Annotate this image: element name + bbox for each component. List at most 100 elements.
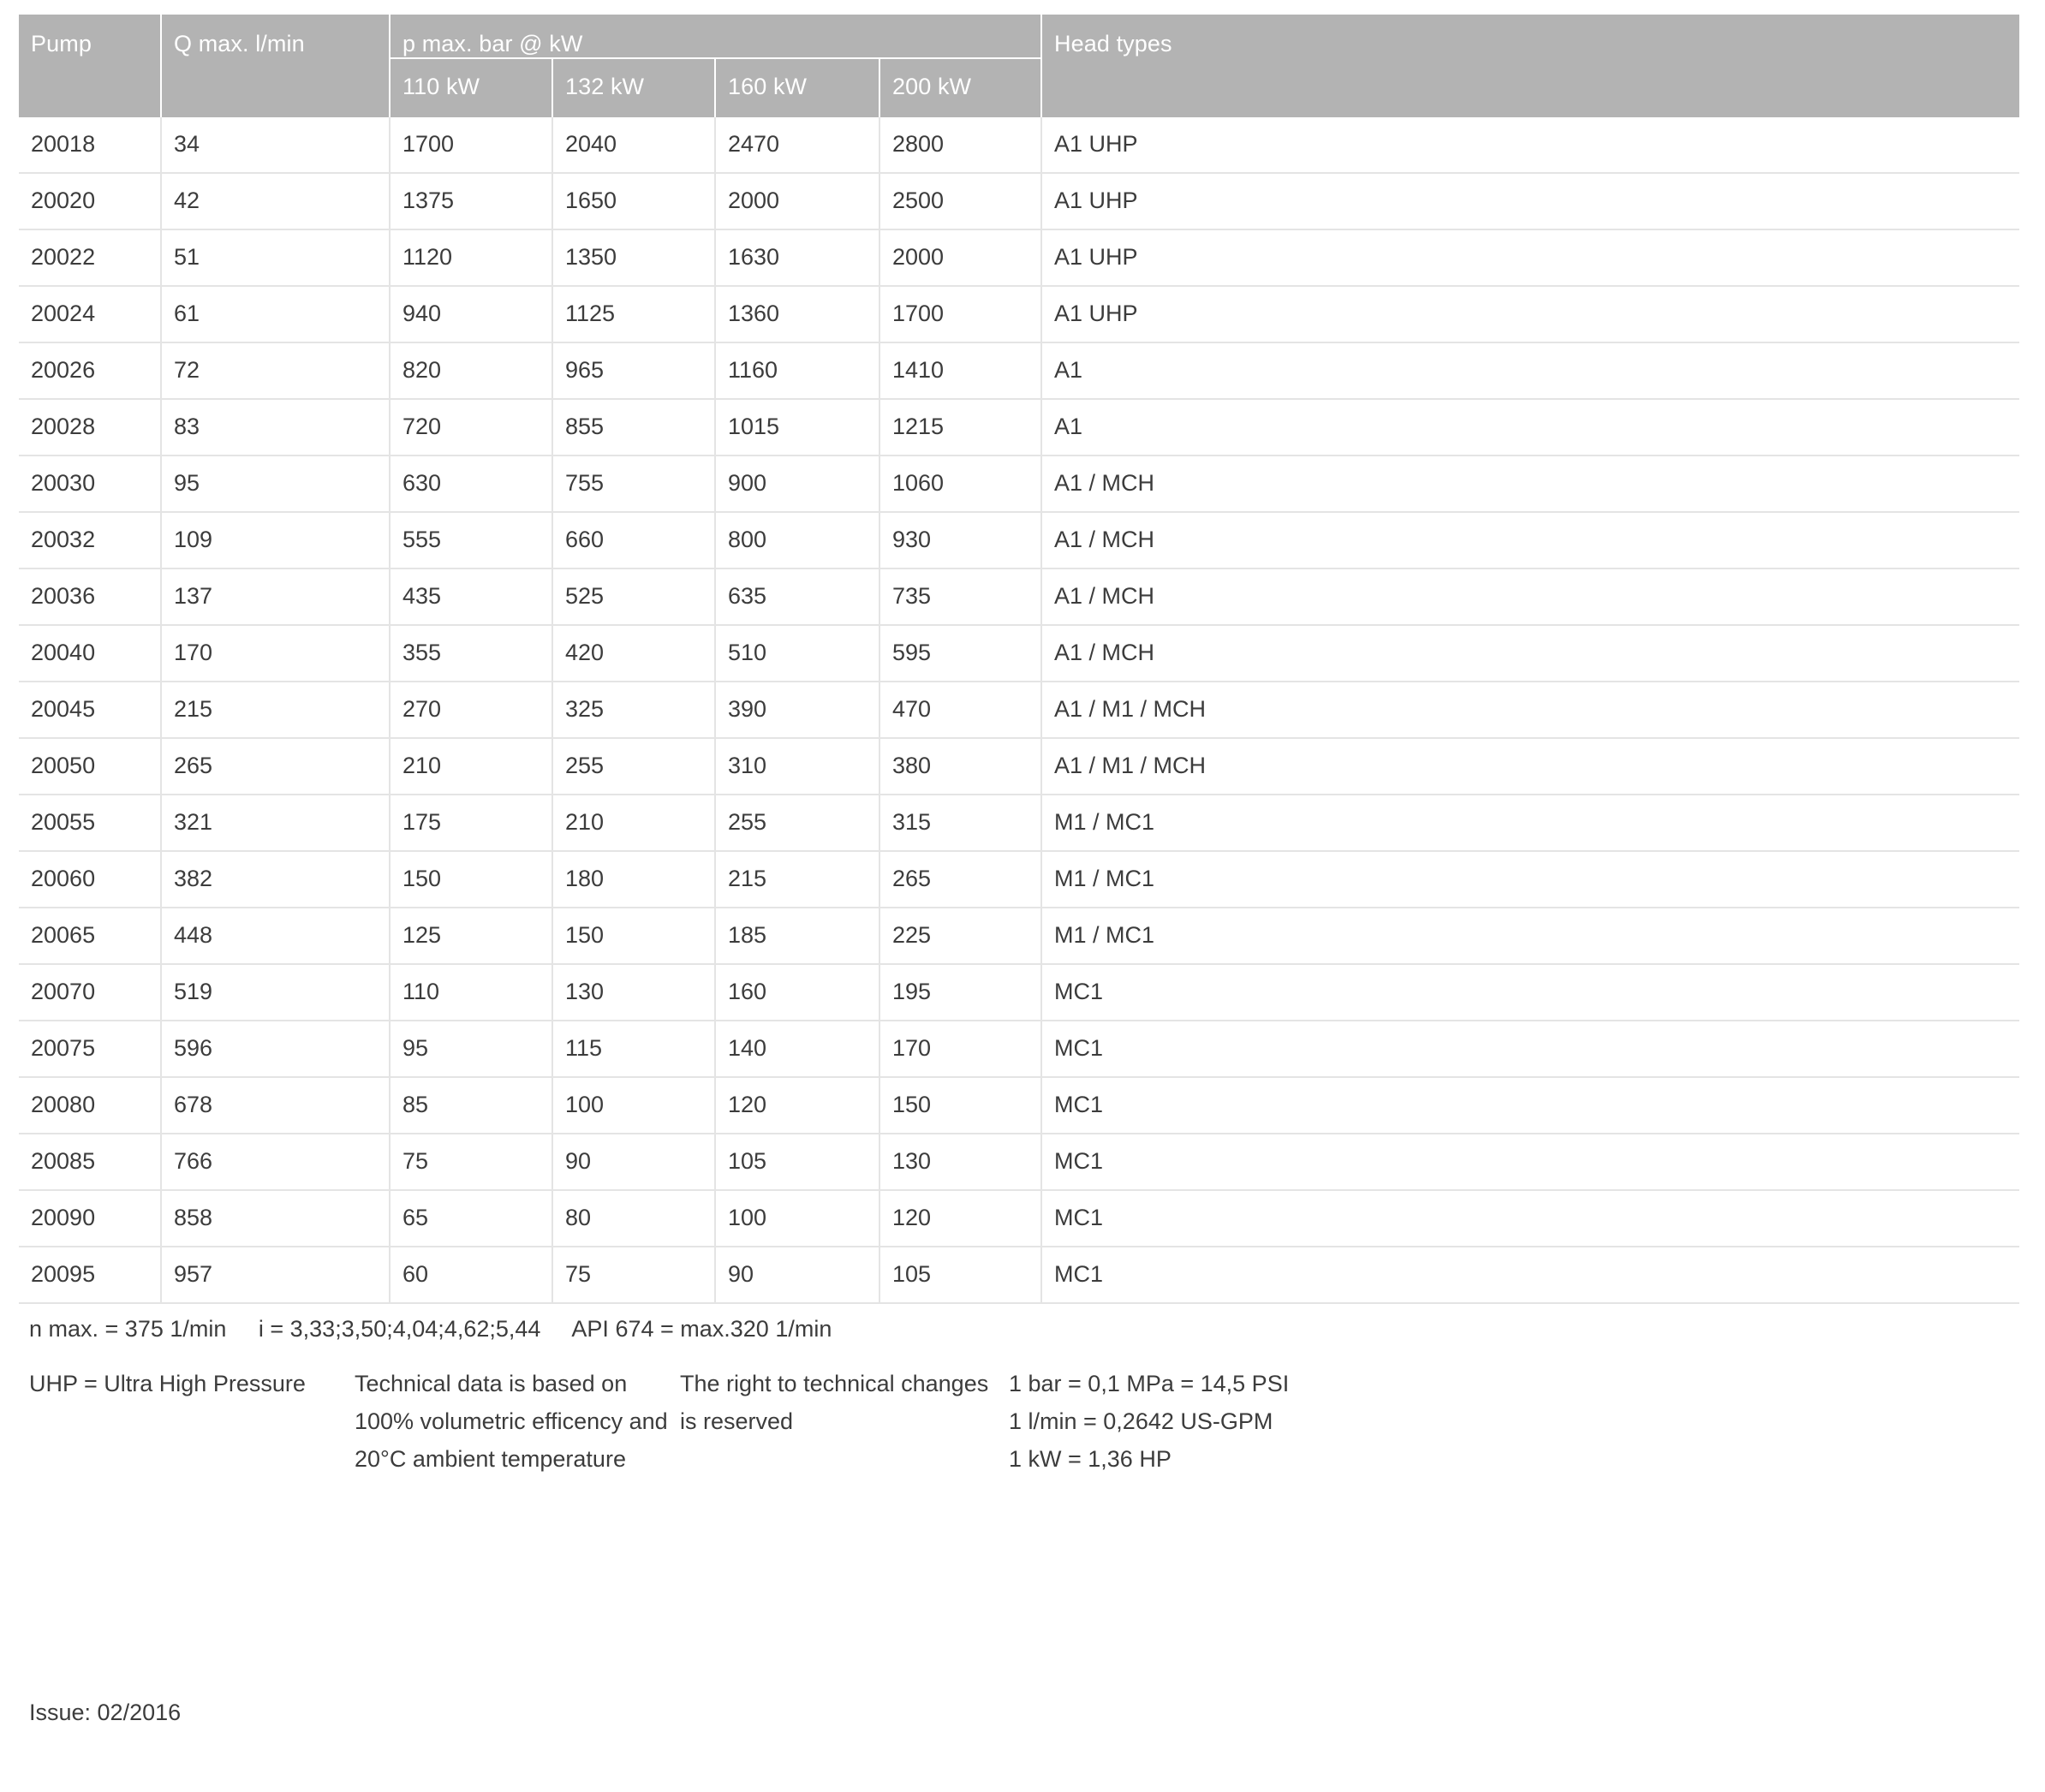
cell-q-max: 95 — [161, 455, 391, 513]
table-header: Pump Q max. l/min p max. bar @ kW Head t… — [19, 15, 2020, 117]
cell-110kw: 270 — [390, 682, 553, 739]
cell-110kw: 820 — [390, 342, 553, 400]
cell-160kw: 90 — [715, 1247, 880, 1304]
cell-q-max: 72 — [161, 342, 391, 400]
cell-q-max: 34 — [161, 117, 391, 174]
cell-110kw: 210 — [390, 738, 553, 795]
issue-date: Issue: 02/2016 — [29, 1700, 182, 1725]
cell-110kw: 630 — [390, 455, 553, 513]
cell-pump: 20055 — [19, 795, 162, 852]
cell-160kw: 390 — [715, 682, 880, 739]
cell-160kw: 1360 — [715, 286, 880, 343]
table-row: 20030 95 630 755 900 1060 A1 / MCH — [19, 455, 2020, 513]
cell-pump: 20060 — [19, 851, 162, 908]
cell-132kw: 855 — [552, 399, 716, 456]
cell-110kw: 75 — [390, 1134, 553, 1191]
cell-200kw: 930 — [879, 512, 1043, 569]
cell-pump: 20018 — [19, 117, 162, 174]
cell-q-max: 321 — [161, 795, 391, 852]
cell-head-type: A1 / M1 / MCH — [1041, 682, 2020, 739]
cell-pump: 20028 — [19, 399, 162, 456]
cell-160kw: 215 — [715, 851, 880, 908]
cell-110kw: 555 — [390, 512, 553, 569]
cell-q-max: 957 — [161, 1247, 391, 1304]
cell-q-max: 83 — [161, 399, 391, 456]
cell-110kw: 1375 — [390, 173, 553, 230]
cell-q-max: 61 — [161, 286, 391, 343]
cell-132kw: 180 — [552, 851, 716, 908]
table-row: 20032 109 555 660 800 930 A1 / MCH — [19, 512, 2020, 569]
cell-110kw: 60 — [390, 1247, 553, 1304]
cell-pump: 20026 — [19, 342, 162, 400]
table-row: 20022 51 1120 1350 1630 2000 A1 UHP — [19, 229, 2020, 287]
cell-pump: 20090 — [19, 1190, 162, 1247]
pump-specification-table: Pump Q max. l/min p max. bar @ kW Head t… — [19, 15, 2020, 1304]
cell-head-type: M1 / MC1 — [1041, 851, 2020, 908]
cell-110kw: 355 — [390, 625, 553, 682]
cell-200kw: 170 — [879, 1021, 1043, 1078]
cell-q-max: 766 — [161, 1134, 391, 1191]
cell-200kw: 120 — [879, 1190, 1043, 1247]
cell-200kw: 225 — [879, 908, 1043, 965]
column-header-head-types: Head types — [1041, 15, 2020, 117]
cell-q-max: 137 — [161, 569, 391, 626]
footnote-unit-conversions: 1 bar = 0,1 MPa = 14,5 PSI 1 l/min = 0,2… — [1009, 1365, 1351, 1478]
cell-q-max: 265 — [161, 738, 391, 795]
table-row: 20036 137 435 525 635 735 A1 / MCH — [19, 569, 2020, 626]
cell-160kw: 105 — [715, 1134, 880, 1191]
column-header-110kw: 110 kW — [390, 57, 553, 117]
cell-head-type: M1 / MC1 — [1041, 795, 2020, 852]
cell-160kw: 900 — [715, 455, 880, 513]
table-row: 20085 766 75 90 105 130 MC1 — [19, 1134, 2020, 1191]
cell-head-type: MC1 — [1041, 1134, 2020, 1191]
conversion-bar: 1 bar = 0,1 MPa = 14,5 PSI — [1009, 1371, 1290, 1396]
cell-200kw: 1700 — [879, 286, 1043, 343]
cell-200kw: 2500 — [879, 173, 1043, 230]
cell-200kw: 380 — [879, 738, 1043, 795]
cell-110kw: 95 — [390, 1021, 553, 1078]
cell-110kw: 940 — [390, 286, 553, 343]
table-row: 20050 265 210 255 310 380 A1 / M1 / MCH — [19, 738, 2020, 795]
cell-q-max: 596 — [161, 1021, 391, 1078]
cell-head-type: A1 / MCH — [1041, 512, 2020, 569]
cell-pump: 20070 — [19, 964, 162, 1021]
cell-pump: 20024 — [19, 286, 162, 343]
cell-132kw: 755 — [552, 455, 716, 513]
cell-160kw: 1160 — [715, 342, 880, 400]
cell-160kw: 1015 — [715, 399, 880, 456]
cell-160kw: 310 — [715, 738, 880, 795]
cell-200kw: 1410 — [879, 342, 1043, 400]
cell-head-type: A1 / MCH — [1041, 455, 2020, 513]
cell-head-type: A1 UHP — [1041, 286, 2020, 343]
cell-200kw: 2800 — [879, 117, 1043, 174]
cell-132kw: 255 — [552, 738, 716, 795]
cell-pump: 20032 — [19, 512, 162, 569]
cell-200kw: 735 — [879, 569, 1043, 626]
table-row: 20020 42 1375 1650 2000 2500 A1 UHP — [19, 173, 2020, 230]
table-row: 20095 957 60 75 90 105 MC1 — [19, 1247, 2020, 1304]
cell-head-type: MC1 — [1041, 1247, 2020, 1304]
header-row-primary: Pump Q max. l/min p max. bar @ kW Head t… — [19, 15, 2020, 117]
cell-200kw: 150 — [879, 1077, 1043, 1134]
cell-132kw: 1350 — [552, 229, 716, 287]
cell-pump: 20045 — [19, 682, 162, 739]
table-row: 20018 34 1700 2040 2470 2800 A1 UHP — [19, 117, 2020, 174]
table-row: 20060 382 150 180 215 265 M1 / MC1 — [19, 851, 2020, 908]
column-header-p-max-group: p max. bar @ kW — [390, 15, 1043, 58]
cell-132kw: 75 — [552, 1247, 716, 1304]
cell-head-type: A1 / M1 / MCH — [1041, 738, 2020, 795]
cell-200kw: 315 — [879, 795, 1043, 852]
cell-pump: 20022 — [19, 229, 162, 287]
table-body: 20018 34 1700 2040 2470 2800 A1 UHP 20020 42 1375… — [19, 117, 2020, 1304]
cell-200kw: 265 — [879, 851, 1043, 908]
cell-head-type: MC1 — [1041, 1077, 2020, 1134]
cell-160kw: 2000 — [715, 173, 880, 230]
cell-132kw: 150 — [552, 908, 716, 965]
cell-pump: 20085 — [19, 1134, 162, 1191]
table-row: 20075 596 95 115 140 170 MC1 — [19, 1021, 2020, 1078]
table-row: 20090 858 65 80 100 120 MC1 — [19, 1190, 2020, 1247]
cell-pump: 20095 — [19, 1247, 162, 1304]
cell-head-type: MC1 — [1041, 1021, 2020, 1078]
cell-160kw: 120 — [715, 1077, 880, 1134]
cell-200kw: 1060 — [879, 455, 1043, 513]
